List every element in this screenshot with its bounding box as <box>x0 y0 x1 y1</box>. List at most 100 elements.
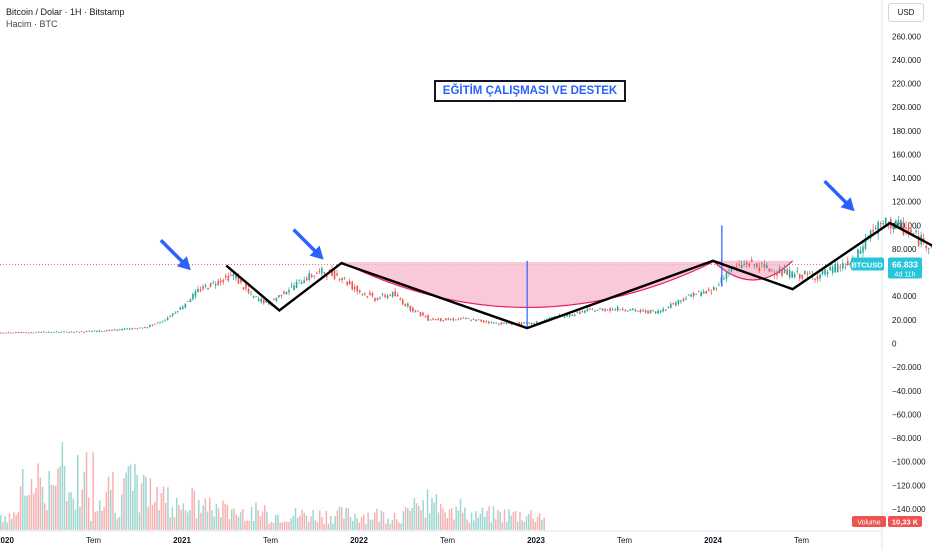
volume-bar <box>387 518 389 530</box>
candle-body <box>647 310 649 314</box>
volume-bar <box>338 506 341 530</box>
candle-body <box>356 285 359 292</box>
volume-bar <box>129 464 132 530</box>
candle-body <box>313 275 316 277</box>
volume-bar <box>277 514 279 530</box>
candle-body <box>705 290 708 294</box>
candle-body <box>128 328 131 330</box>
candle-body <box>611 308 614 310</box>
candle-body <box>804 271 806 274</box>
volume-value: 10,33 K <box>892 518 919 527</box>
candle-body <box>568 314 571 317</box>
price-tick-label: −100.000 <box>892 458 926 467</box>
blue-arrow-icon[interactable] <box>823 179 850 207</box>
candle-body <box>55 331 58 333</box>
volume-bar <box>37 463 39 530</box>
candle-body <box>589 308 591 310</box>
volume-bar <box>380 510 383 530</box>
candle-body <box>298 279 300 281</box>
blue-arrow-icon[interactable] <box>159 239 187 266</box>
candle-body <box>462 317 465 319</box>
symbol-badge[interactable] <box>851 257 884 271</box>
volume-bar <box>422 499 424 530</box>
volume-bar <box>220 517 222 530</box>
candle-body <box>859 250 862 254</box>
volume-bar <box>371 519 374 530</box>
candle-body <box>728 272 730 274</box>
candle-body <box>841 263 844 269</box>
volume-bar <box>191 487 193 530</box>
volume-bar <box>26 495 28 530</box>
volume-bar <box>466 519 468 530</box>
candle-body <box>460 317 462 320</box>
annotation-text-box[interactable]: EĞİTİM ÇALIŞMASI VE DESTEK <box>434 80 626 102</box>
candle-body <box>530 322 533 325</box>
candle-body <box>578 311 581 314</box>
volume-bar <box>46 509 48 530</box>
candle-body <box>670 304 672 308</box>
volume-bar <box>534 521 537 530</box>
candle-body <box>265 299 268 303</box>
candle-body <box>391 291 394 297</box>
volume-bar <box>147 507 149 530</box>
volume-bar <box>281 522 284 530</box>
candle-body <box>771 269 773 271</box>
volume-bar <box>41 486 44 530</box>
candle-body <box>796 270 799 272</box>
candle-body <box>343 278 346 280</box>
volume-bar <box>110 489 112 530</box>
candle-body <box>414 310 417 312</box>
blue-arrow-icon[interactable] <box>292 228 319 255</box>
candle-body <box>285 291 288 295</box>
candle-body <box>682 298 685 301</box>
candle-body <box>151 324 154 326</box>
candle-body <box>707 289 710 291</box>
current-price-badge[interactable] <box>888 257 922 279</box>
volume-bar <box>169 517 171 530</box>
volume-bar <box>455 506 457 530</box>
candle-body <box>278 295 280 298</box>
volume-bar <box>365 523 367 530</box>
volume-bar <box>261 511 264 530</box>
candle-body <box>518 322 520 325</box>
price-tick-label: −80.000 <box>892 434 922 443</box>
candle-body <box>715 287 718 289</box>
currency-button[interactable]: USD <box>888 3 924 22</box>
candle-body <box>652 310 654 312</box>
volume-bar <box>33 493 35 530</box>
volume-bar <box>418 505 420 530</box>
candle-body <box>7 332 10 334</box>
volume-bar <box>52 485 55 530</box>
volume-bar <box>543 517 545 530</box>
volume-bar <box>66 500 68 530</box>
volume-bar <box>149 478 152 530</box>
candle-body <box>616 306 619 311</box>
volume-bar <box>336 510 339 530</box>
candle-body <box>12 332 15 334</box>
candle-body <box>922 238 925 241</box>
volume-bar <box>140 483 143 530</box>
candle-body <box>131 328 134 330</box>
candle-body <box>422 312 424 316</box>
volume-bar <box>437 512 440 530</box>
candle-body <box>467 318 470 320</box>
candle-body <box>242 287 245 290</box>
volume-bar <box>459 498 462 530</box>
candle-body <box>723 278 725 280</box>
volume-bar <box>136 474 138 530</box>
volume-value-badge[interactable] <box>888 516 922 527</box>
candle-body <box>326 276 328 278</box>
candle-body <box>219 280 222 283</box>
candle-body <box>475 319 477 321</box>
candle-body <box>685 298 687 300</box>
candle-body <box>419 312 422 316</box>
zigzag-pattern-line[interactable] <box>225 160 932 330</box>
candle-body <box>753 264 756 266</box>
candle-body <box>470 320 472 322</box>
candle-body <box>735 266 738 268</box>
volume-bar <box>105 491 108 530</box>
volume-bar <box>55 485 57 530</box>
volume-badge[interactable] <box>852 516 886 527</box>
